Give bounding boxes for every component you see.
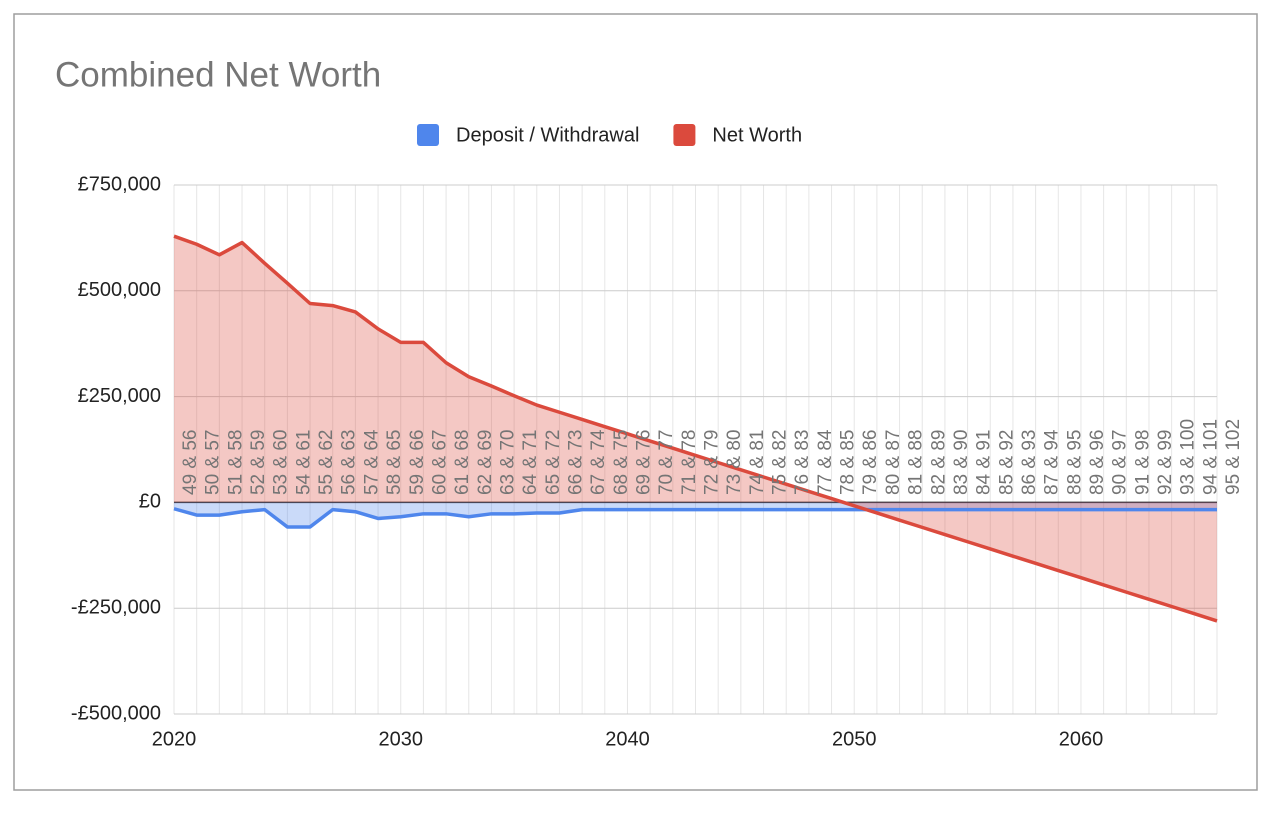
y-tick-label: £750,000 bbox=[78, 173, 161, 195]
point-label: 84 & 91 bbox=[974, 430, 995, 495]
legend-label: Net Worth bbox=[712, 124, 802, 146]
y-tick-label: -£250,000 bbox=[71, 596, 161, 618]
point-label: 81 & 88 bbox=[906, 430, 927, 496]
area bbox=[174, 236, 1217, 621]
point-label: 88 & 95 bbox=[1064, 430, 1085, 496]
x-tick-label: 2040 bbox=[605, 728, 650, 750]
point-label: 74 & 81 bbox=[747, 430, 768, 496]
point-label: 82 & 89 bbox=[928, 430, 949, 496]
y-tick-label: £500,000 bbox=[78, 279, 161, 301]
point-label: 86 & 93 bbox=[1019, 430, 1040, 496]
legend: Deposit / Withdrawal Net Worth bbox=[417, 124, 802, 146]
point-label: 52 & 59 bbox=[248, 430, 269, 496]
point-label: 55 & 62 bbox=[316, 430, 337, 496]
point-label: 69 & 76 bbox=[633, 430, 654, 496]
point-label: 85 & 92 bbox=[996, 430, 1017, 496]
point-label: 83 & 90 bbox=[951, 429, 972, 495]
chart-title: Combined Net Worth bbox=[55, 55, 381, 94]
point-label: 49 & 56 bbox=[180, 430, 201, 496]
point-label: 57 & 64 bbox=[361, 429, 382, 495]
y-tick-label: £0 bbox=[139, 491, 161, 513]
point-label: 90 & 97 bbox=[1110, 430, 1131, 496]
x-tick-label: 2030 bbox=[378, 728, 423, 750]
point-label: 66 & 73 bbox=[565, 430, 586, 496]
chart-border bbox=[13, 13, 1258, 791]
x-tick-label: 2060 bbox=[1059, 728, 1104, 750]
point-label: 94 & 101 bbox=[1200, 419, 1221, 495]
legend-label: Deposit / Withdrawal bbox=[456, 124, 639, 146]
point-label: 95 & 102 bbox=[1223, 419, 1244, 495]
point-label: 77 & 84 bbox=[815, 429, 836, 495]
point-label: 68 & 75 bbox=[611, 430, 632, 496]
point-label: 70 & 77 bbox=[656, 430, 677, 496]
point-label: 80 & 87 bbox=[883, 430, 904, 496]
point-label: 61 & 68 bbox=[452, 430, 473, 495]
line bbox=[173, 507, 1217, 529]
point-label: 91 & 98 bbox=[1132, 430, 1153, 496]
point-label: 89 & 96 bbox=[1087, 430, 1108, 496]
point-label: 78 & 85 bbox=[838, 430, 859, 496]
point-label: 59 & 66 bbox=[407, 430, 428, 496]
y-tick-label: -£500,000 bbox=[71, 702, 161, 724]
line bbox=[173, 234, 1218, 623]
legend-swatch bbox=[673, 124, 696, 146]
legend-swatch bbox=[417, 124, 439, 146]
point-label: 75 & 82 bbox=[770, 430, 791, 496]
point-label: 79 & 86 bbox=[860, 430, 881, 496]
point-label: 87 & 94 bbox=[1042, 429, 1063, 495]
point-label: 50 & 57 bbox=[203, 430, 224, 496]
point-label: 71 & 78 bbox=[679, 430, 700, 496]
point-label: 51 & 58 bbox=[225, 430, 246, 496]
point-label: 92 & 99 bbox=[1155, 430, 1176, 496]
y-tick-label: £250,000 bbox=[78, 385, 161, 407]
point-label: 53 & 60 bbox=[271, 430, 292, 496]
point-label: 60 & 67 bbox=[429, 430, 450, 496]
point-label: 65 & 72 bbox=[543, 430, 564, 496]
point-label: 56 & 63 bbox=[339, 430, 360, 496]
x-tick-label: 2050 bbox=[832, 728, 877, 750]
point-label: 58 & 65 bbox=[384, 430, 405, 496]
x-tick-label: 2020 bbox=[152, 728, 197, 750]
point-label: 67 & 74 bbox=[588, 429, 609, 495]
point-label: 62 & 69 bbox=[475, 430, 496, 496]
point-label: 76 & 83 bbox=[792, 430, 813, 496]
point-label: 73 & 80 bbox=[724, 430, 745, 496]
point-label: 64 & 71 bbox=[520, 430, 541, 496]
point-label: 72 & 79 bbox=[702, 430, 723, 496]
point-label: 54 & 61 bbox=[293, 430, 314, 496]
point-label: 63 & 70 bbox=[497, 429, 518, 495]
point-label: 93 & 100 bbox=[1178, 419, 1199, 495]
